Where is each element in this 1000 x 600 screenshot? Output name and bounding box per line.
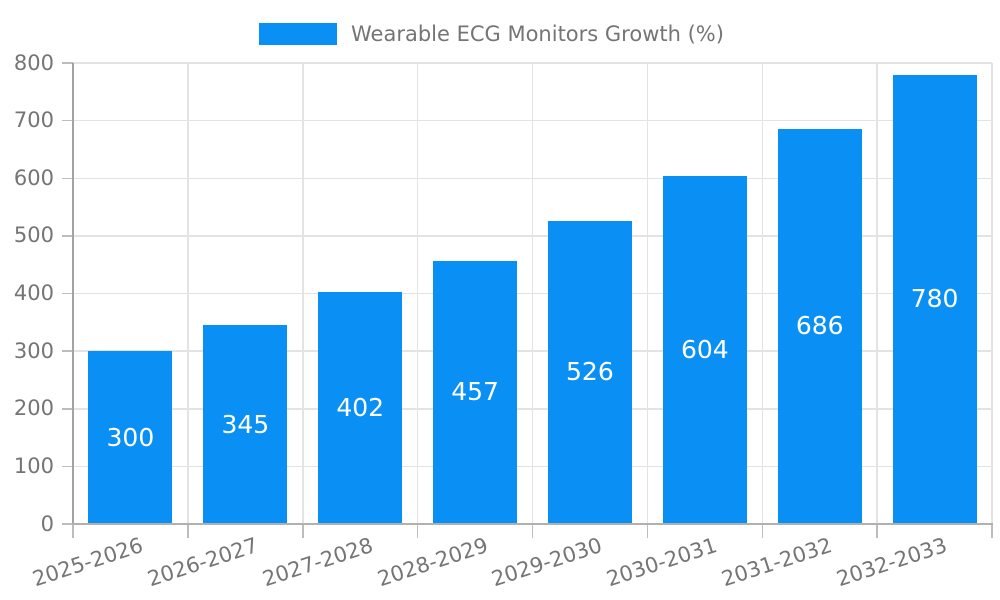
gridline-vertical	[761, 63, 763, 524]
y-tick-label: 200	[13, 396, 54, 421]
gridline-vertical	[187, 63, 189, 524]
bar-value-label: 604	[680, 335, 729, 364]
y-tick-label: 100	[13, 453, 54, 478]
x-axis-tick	[416, 525, 419, 538]
gridline-vertical	[416, 63, 419, 524]
x-axis-tick	[991, 525, 993, 538]
bar	[88, 351, 173, 523]
bar	[662, 175, 747, 523]
y-axis-tick	[62, 177, 73, 179]
bar	[777, 128, 862, 523]
bar-value-label: 526	[566, 357, 614, 387]
bar-value-label: 457	[451, 377, 499, 407]
legend-label: Wearable ECG Monitors Growth (%)	[351, 22, 724, 46]
gridline-vertical	[876, 63, 878, 524]
bar-value-label: 780	[910, 284, 959, 314]
y-tick-label: 0	[40, 511, 54, 536]
x-axis-tick	[187, 525, 189, 538]
gridline-horizontal	[73, 62, 992, 64]
bar-value-label: 686	[795, 311, 844, 341]
bar-value-label: 300	[106, 422, 155, 452]
x-tick-label: 2030-2031	[603, 533, 721, 592]
x-tick-label: 2031-2032	[718, 533, 836, 592]
gridline-vertical	[302, 63, 304, 524]
bar	[318, 292, 403, 523]
y-axis-tick	[62, 408, 73, 410]
bar	[547, 220, 632, 523]
x-tick-label: 2028-2029	[374, 533, 491, 592]
y-axis-tick	[62, 62, 73, 64]
y-axis-tick	[62, 235, 73, 237]
y-axis-tick	[62, 523, 73, 525]
bar	[203, 325, 288, 523]
y-tick-label: 800	[13, 50, 54, 75]
gridline-vertical	[531, 63, 534, 524]
gridline-vertical	[646, 63, 649, 524]
gridline-vertical	[991, 63, 993, 524]
y-tick-label: 300	[13, 338, 54, 363]
x-axis-tick	[876, 525, 878, 538]
y-tick-label: 600	[13, 165, 54, 190]
y-axis-tick	[62, 292, 73, 295]
x-axis-tick	[646, 525, 649, 538]
x-tick-label: 2025-2026	[29, 533, 146, 592]
x-axis-tick	[302, 525, 304, 538]
x-tick-label: 2027-2028	[259, 533, 376, 592]
y-axis-tick	[62, 350, 73, 352]
x-axis-tick	[72, 525, 74, 538]
x-tick-label: 2029-2030	[489, 533, 606, 592]
legend-swatch	[259, 23, 337, 45]
y-tick-label: 400	[13, 281, 54, 305]
bar-value-label: 402	[336, 393, 385, 423]
legend: Wearable ECG Monitors Growth (%)	[259, 22, 724, 46]
x-axis-line	[72, 523, 993, 525]
x-axis-tick	[531, 525, 534, 538]
x-tick-label: 2032-2033	[833, 533, 951, 592]
y-axis-tick	[62, 119, 73, 122]
y-tick-label: 700	[13, 108, 54, 133]
y-axis-line	[72, 63, 74, 525]
bar-value-label: 345	[221, 409, 270, 439]
bar	[433, 260, 518, 523]
y-axis-tick	[62, 465, 73, 468]
bar	[892, 74, 977, 523]
y-tick-label: 500	[13, 223, 54, 248]
x-tick-label: 2026-2027	[144, 533, 261, 592]
x-axis-tick	[761, 525, 763, 538]
